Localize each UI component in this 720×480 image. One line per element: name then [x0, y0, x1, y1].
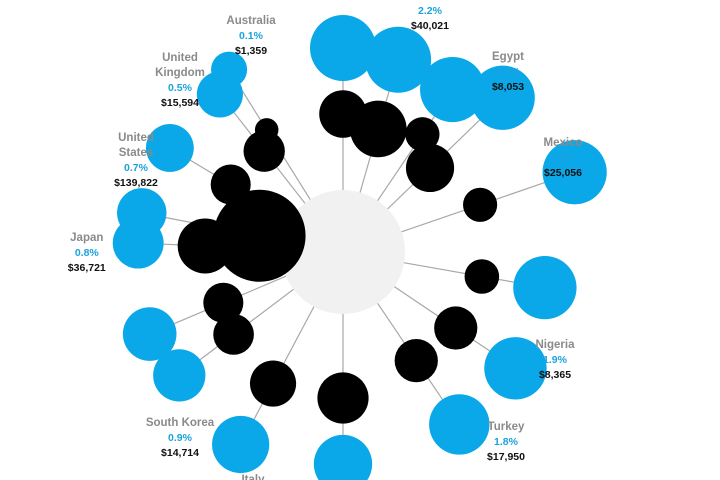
value-label: $25,056: [544, 167, 582, 179]
value-bubble: [243, 130, 285, 172]
country-name-label: Australia: [226, 15, 276, 27]
percent-label: 0.8%: [75, 247, 100, 259]
share-bubble: [420, 56, 486, 123]
percent-label: 1.9%: [543, 354, 568, 366]
country-name-label: United: [162, 52, 198, 64]
share-bubble: [365, 26, 432, 93]
value-bubble: [203, 282, 244, 323]
country-name-label: Italy: [241, 474, 265, 480]
value-bubble: [405, 143, 455, 193]
country-name-label: Egypt: [492, 51, 524, 63]
percent-label: 1.8%: [494, 436, 519, 448]
percent-label: 0.1%: [239, 30, 264, 42]
value-label: $36,721: [68, 262, 106, 274]
share-bubble: [513, 255, 577, 320]
share-bubble: [313, 434, 373, 480]
value-bubble: [349, 100, 407, 158]
value-label: $14,714: [161, 447, 199, 459]
country-name-label: Kingdom: [155, 67, 205, 79]
percent-label: 2.1%: [496, 66, 521, 78]
value-bubble: [213, 189, 306, 282]
value-label: $8,053: [492, 81, 524, 93]
share-bubble: [211, 51, 248, 88]
country-name-label: South Korea: [146, 417, 215, 429]
value-bubble: [434, 306, 478, 350]
share-bubble: [122, 307, 177, 361]
share-bubble: [470, 65, 535, 130]
value-label: $8,365: [539, 369, 571, 381]
country-name-label: Japan: [70, 232, 103, 244]
percent-label: 0.9%: [168, 432, 193, 444]
value-bubble: [394, 338, 438, 383]
country-name-label: United: [118, 132, 154, 144]
percent-label: 2.0%: [551, 152, 576, 164]
share-bubble: [310, 15, 376, 81]
bubbles: [112, 15, 607, 480]
value-bubble: [317, 372, 369, 424]
country-name-label: Mexico: [544, 137, 583, 149]
percent-label: 0.5%: [168, 82, 193, 94]
hub-circle: [281, 190, 405, 314]
value-label: $40,021: [411, 20, 449, 32]
value-label: $1,359: [235, 45, 267, 57]
share-bubble: [429, 394, 490, 455]
country-name-label: Nigeria: [536, 339, 576, 351]
value-bubble: [405, 117, 440, 152]
value-label: $17,950: [487, 451, 525, 463]
share-bubble: [484, 337, 547, 400]
value-bubble: [254, 118, 279, 142]
share-bubble: [153, 349, 206, 402]
value-bubble: [213, 314, 254, 355]
value-bubble: [210, 164, 251, 205]
percent-label: 2.2%: [418, 5, 443, 17]
share-bubble: [117, 188, 167, 238]
country-name-label: Turkey: [488, 421, 525, 433]
value-bubble: [463, 187, 498, 222]
share-bubble: [212, 415, 270, 474]
value-bubble: [464, 259, 500, 294]
value-label: $139,822: [114, 177, 158, 189]
value-label: $15,594: [161, 97, 199, 109]
value-bubble: [249, 360, 297, 407]
country-name-label: States: [119, 147, 154, 159]
share-bubble: [542, 140, 607, 205]
percent-label: 0.7%: [124, 162, 149, 174]
labels: $24,1272.2%$40,021Egypt2.1%$8,053Mexico2…: [68, 5, 583, 480]
share-bubble: [145, 124, 194, 172]
